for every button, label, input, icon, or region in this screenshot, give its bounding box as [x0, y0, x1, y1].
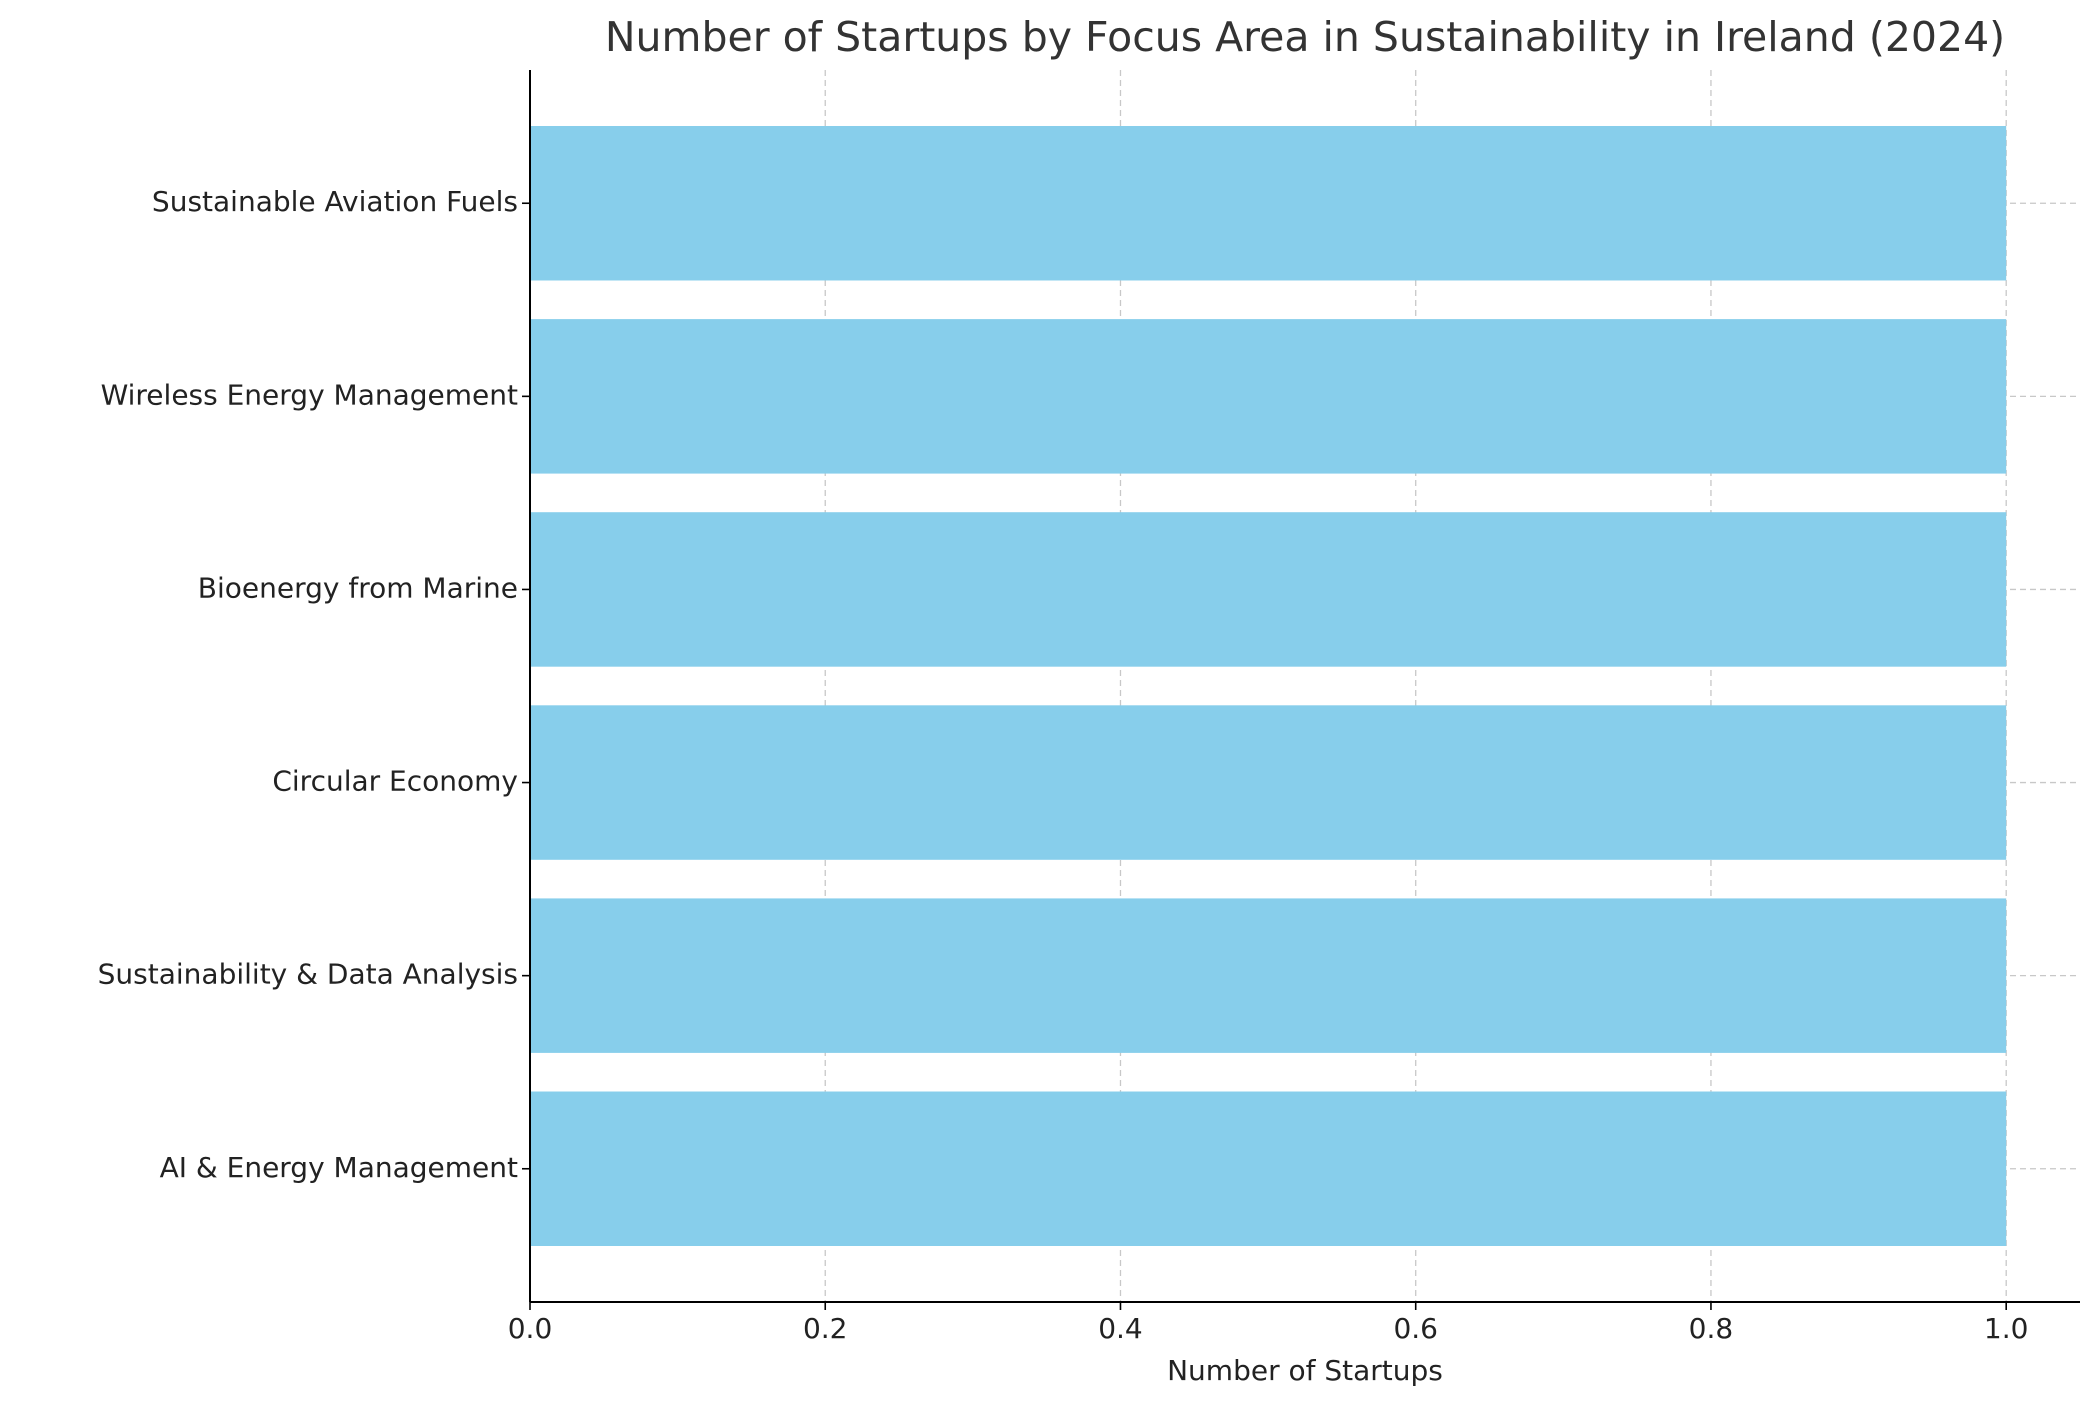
- x-tick-label: 0.2: [803, 1312, 848, 1345]
- y-tick-label: Circular Economy: [272, 765, 518, 798]
- chart-title: Number of Startups by Focus Area in Sust…: [605, 13, 2005, 61]
- x-tick-label: 0.4: [1098, 1312, 1143, 1345]
- y-tick-label: Sustainability & Data Analysis: [98, 958, 518, 991]
- bar: [530, 512, 2007, 667]
- y-tick-label: Sustainable Aviation Fuels: [152, 185, 518, 218]
- y-tick-label: Bioenergy from Marine: [198, 571, 518, 604]
- bar: [530, 898, 2007, 1053]
- x-tick-label: 1.0: [1984, 1312, 2029, 1345]
- y-tick-label: AI & Energy Management: [160, 1151, 518, 1184]
- bar: [530, 319, 2007, 474]
- x-tick-label: 0.0: [508, 1312, 553, 1345]
- bar: [530, 126, 2007, 281]
- bar: [530, 705, 2007, 860]
- x-axis-label: Number of Startups: [1167, 1354, 1443, 1387]
- y-tick-label: Wireless Energy Management: [101, 378, 518, 411]
- bar: [530, 1091, 2007, 1246]
- x-tick-label: 0.6: [1393, 1312, 1438, 1345]
- x-tick-label: 0.8: [1689, 1312, 1734, 1345]
